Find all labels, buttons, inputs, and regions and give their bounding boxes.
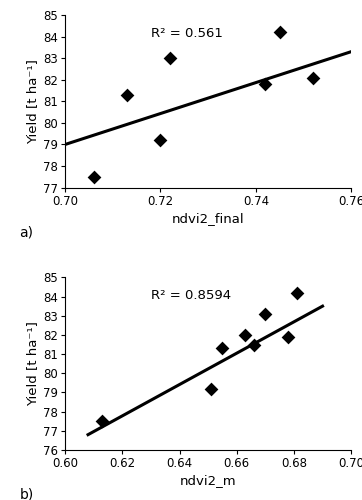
Point bbox=[157, 136, 163, 144]
Text: R² = 0.8594: R² = 0.8594 bbox=[151, 290, 231, 302]
Y-axis label: Yield [t ha⁻¹]: Yield [t ha⁻¹] bbox=[26, 322, 39, 406]
X-axis label: ndvi2_m: ndvi2_m bbox=[180, 474, 236, 487]
Point bbox=[277, 28, 283, 36]
Point bbox=[310, 74, 316, 82]
Text: R² = 0.561: R² = 0.561 bbox=[151, 27, 223, 40]
Point bbox=[100, 417, 105, 425]
Point bbox=[285, 333, 291, 341]
Point bbox=[262, 310, 268, 318]
X-axis label: ndvi2_final: ndvi2_final bbox=[172, 212, 244, 224]
Text: a): a) bbox=[20, 226, 33, 239]
Point bbox=[167, 54, 173, 62]
Point bbox=[294, 288, 300, 296]
Text: b): b) bbox=[20, 488, 34, 500]
Point bbox=[262, 80, 268, 88]
Point bbox=[251, 340, 257, 348]
Point bbox=[208, 384, 214, 392]
Point bbox=[243, 331, 248, 339]
Point bbox=[124, 91, 130, 99]
Point bbox=[220, 344, 226, 352]
Point bbox=[91, 173, 97, 181]
Y-axis label: Yield [t ha⁻¹]: Yield [t ha⁻¹] bbox=[26, 59, 39, 144]
